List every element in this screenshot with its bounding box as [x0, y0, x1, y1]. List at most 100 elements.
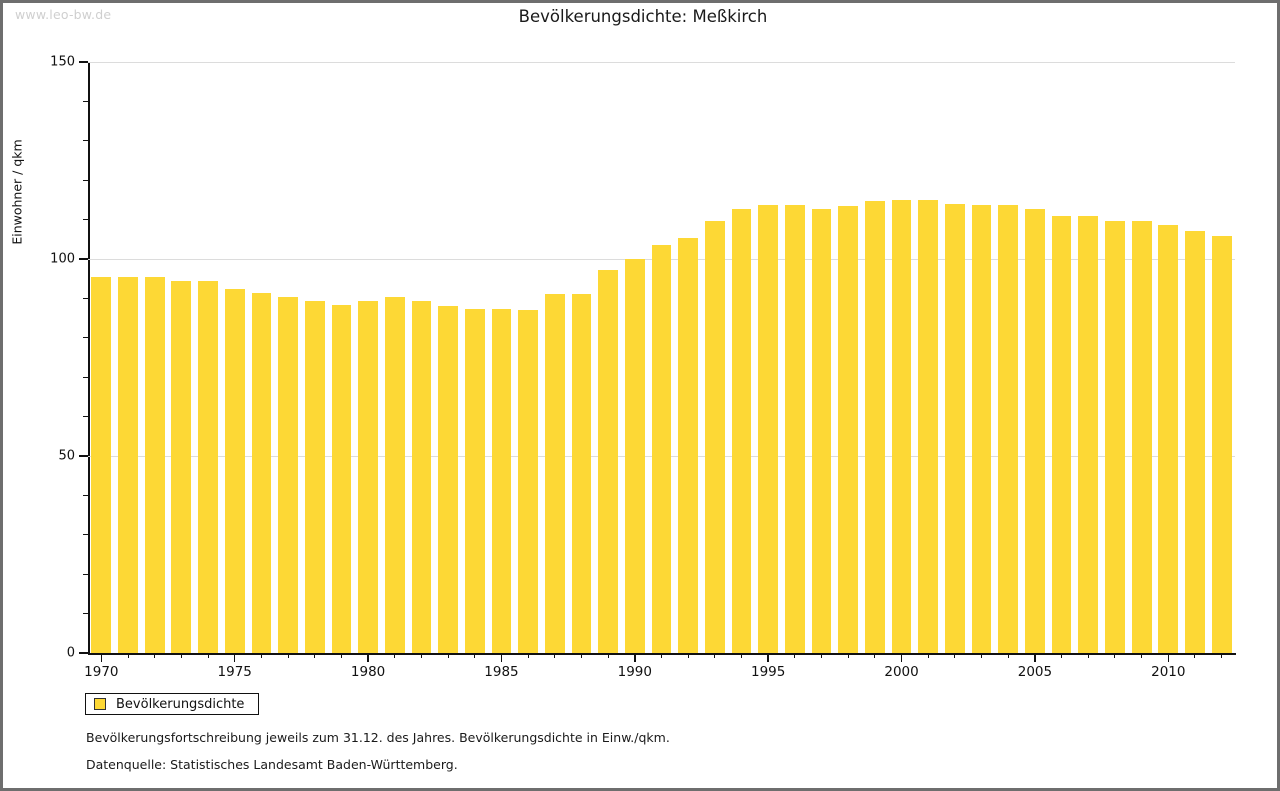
x-tick-minor: [1061, 653, 1063, 658]
bar[interactable]: [304, 300, 325, 653]
x-tick-minor: [287, 653, 289, 658]
x-axis-line: [88, 653, 1236, 655]
x-tick-minor: [954, 653, 956, 658]
y-tick-minor: [83, 534, 88, 536]
bar[interactable]: [358, 300, 378, 653]
x-tick-minor: [741, 653, 743, 658]
bar[interactable]: [785, 205, 805, 653]
bar[interactable]: [651, 245, 672, 653]
y-tick-minor: [83, 613, 88, 615]
y-axis-line: [88, 62, 90, 654]
x-tick-minor: [1141, 653, 1143, 658]
y-tick-major: [79, 652, 88, 654]
y-tick-minor: [83, 140, 88, 142]
x-tick-minor: [821, 653, 823, 658]
bar[interactable]: [624, 259, 645, 653]
x-tick-minor: [154, 653, 156, 658]
x-tick-minor: [554, 653, 556, 658]
bar[interactable]: [118, 276, 138, 653]
bar[interactable]: [1051, 215, 1072, 653]
bar[interactable]: [758, 205, 779, 653]
legend-label: Bevölkerungsdichte: [116, 696, 245, 712]
bar[interactable]: [865, 201, 885, 653]
x-tick-minor: [180, 653, 182, 658]
x-tick-major: [634, 653, 636, 662]
y-tick-minor: [83, 573, 88, 575]
bar[interactable]: [1211, 236, 1232, 653]
chart-legend[interactable]: Bevölkerungsdichte: [85, 693, 260, 715]
footnote-note: Bevölkerungsfortschreibung jeweils zum 3…: [86, 730, 670, 745]
bar[interactable]: [518, 310, 538, 653]
x-tick-minor: [794, 653, 796, 658]
bar[interactable]: [1185, 231, 1205, 653]
y-axis-label: Einwohner / qkm: [7, 62, 27, 322]
legend-swatch-icon: [94, 698, 106, 710]
x-tick-minor: [1221, 653, 1223, 658]
bar[interactable]: [998, 204, 1019, 653]
x-tick-minor: [394, 653, 396, 658]
y-tick-minor: [83, 219, 88, 221]
bar[interactable]: [1105, 220, 1125, 653]
bar[interactable]: [144, 277, 165, 653]
x-tick-major: [1034, 653, 1036, 662]
x-tick-label: 1980: [350, 664, 386, 680]
bar[interactable]: [1131, 220, 1152, 653]
bar[interactable]: [198, 280, 218, 653]
x-tick-major: [100, 653, 103, 662]
bar[interactable]: [678, 237, 699, 653]
bar[interactable]: [171, 281, 192, 653]
x-tick-minor: [580, 653, 582, 658]
bar[interactable]: [918, 200, 939, 653]
bar[interactable]: [838, 205, 859, 653]
bar[interactable]: [251, 293, 272, 653]
x-tick-minor: [687, 653, 689, 658]
x-tick-minor: [314, 653, 316, 658]
bar[interactable]: [1025, 208, 1045, 653]
x-tick-minor: [981, 653, 983, 658]
x-tick-label: 1985: [484, 664, 519, 680]
watermark-text: www.leo-bw.de: [15, 7, 112, 22]
bar[interactable]: [491, 309, 512, 653]
x-tick-major: [500, 653, 503, 662]
bar[interactable]: [464, 309, 485, 653]
bar[interactable]: [384, 297, 405, 653]
bar[interactable]: [278, 296, 298, 653]
bar[interactable]: [811, 208, 832, 653]
bar[interactable]: [598, 269, 619, 653]
x-tick-label: 2005: [1017, 664, 1053, 680]
bar[interactable]: [411, 301, 432, 653]
bar[interactable]: [91, 276, 112, 653]
bar[interactable]: [945, 204, 965, 653]
bar[interactable]: [1158, 224, 1179, 653]
bar[interactable]: [224, 288, 245, 653]
x-tick-minor: [340, 653, 342, 658]
y-tick-label: 150: [50, 54, 75, 70]
x-tick-major: [367, 653, 369, 662]
x-tick-minor: [847, 653, 849, 658]
x-tick-major: [767, 653, 769, 662]
x-tick-minor: [1087, 653, 1089, 658]
y-tick-minor: [83, 100, 88, 102]
bar[interactable]: [731, 208, 752, 653]
y-tick-minor: [83, 297, 88, 299]
bar[interactable]: [971, 204, 992, 653]
x-tick-label: 2000: [884, 664, 919, 680]
x-tick-minor: [607, 653, 609, 658]
bar[interactable]: [544, 293, 565, 653]
bar[interactable]: [331, 305, 352, 653]
gridline: [88, 62, 1235, 63]
bar[interactable]: [704, 221, 725, 653]
x-tick-minor: [447, 653, 449, 658]
x-tick-minor: [927, 653, 929, 658]
x-tick-label: 1995: [751, 664, 786, 680]
y-axis-label-text: Einwohner / qkm: [9, 139, 25, 245]
bar[interactable]: [571, 294, 592, 653]
y-tick-label: 0: [66, 645, 75, 661]
x-tick-major: [1167, 653, 1170, 662]
x-tick-label: 1970: [84, 664, 119, 680]
bar[interactable]: [891, 200, 912, 653]
bar[interactable]: [1078, 215, 1099, 653]
x-tick-minor: [1007, 653, 1009, 658]
y-tick-major: [79, 61, 88, 63]
bar[interactable]: [438, 306, 458, 653]
